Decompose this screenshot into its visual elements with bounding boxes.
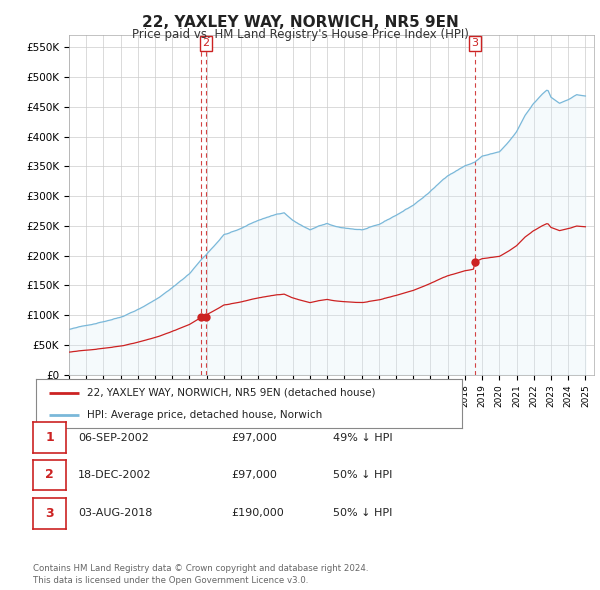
Text: Contains HM Land Registry data © Crown copyright and database right 2024.
This d: Contains HM Land Registry data © Crown c… <box>33 565 368 585</box>
Text: 1: 1 <box>45 431 54 444</box>
Text: £190,000: £190,000 <box>231 509 284 518</box>
Text: 06-SEP-2002: 06-SEP-2002 <box>78 433 149 442</box>
Text: 22, YAXLEY WAY, NORWICH, NR5 9EN: 22, YAXLEY WAY, NORWICH, NR5 9EN <box>142 15 458 30</box>
Text: 49% ↓ HPI: 49% ↓ HPI <box>333 433 392 442</box>
Text: HPI: Average price, detached house, Norwich: HPI: Average price, detached house, Norw… <box>87 410 322 420</box>
Text: Price paid vs. HM Land Registry's House Price Index (HPI): Price paid vs. HM Land Registry's House … <box>131 28 469 41</box>
Text: 18-DEC-2002: 18-DEC-2002 <box>78 470 152 480</box>
Text: 03-AUG-2018: 03-AUG-2018 <box>78 509 152 518</box>
Text: 22, YAXLEY WAY, NORWICH, NR5 9EN (detached house): 22, YAXLEY WAY, NORWICH, NR5 9EN (detach… <box>87 388 376 398</box>
Text: 2: 2 <box>45 468 54 481</box>
Text: £97,000: £97,000 <box>231 433 277 442</box>
Text: 3: 3 <box>45 507 54 520</box>
Text: 50% ↓ HPI: 50% ↓ HPI <box>333 509 392 518</box>
Text: 2: 2 <box>202 38 209 48</box>
Text: 50% ↓ HPI: 50% ↓ HPI <box>333 470 392 480</box>
Text: 3: 3 <box>472 38 478 48</box>
Text: £97,000: £97,000 <box>231 470 277 480</box>
